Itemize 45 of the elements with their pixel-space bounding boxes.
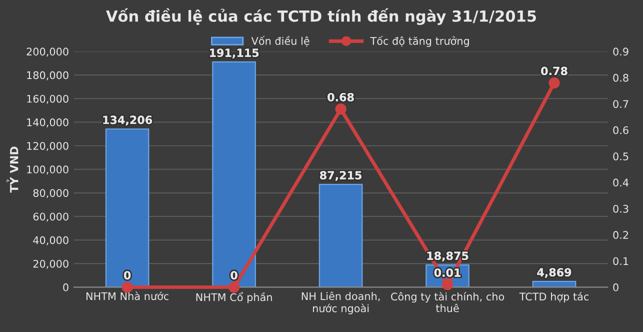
y-axis-title: TỶ VND	[6, 146, 18, 193]
y-tick-label: 80,000	[33, 189, 68, 198]
y2-tick-label: 0.1	[613, 257, 628, 266]
data-label: 87,215	[320, 171, 362, 181]
y-tick-label: 200,000	[26, 48, 68, 57]
y-tick-label: 120,000	[27, 142, 68, 151]
y-tick-label: 100,000	[27, 166, 68, 174]
point	[335, 104, 346, 115]
x-tick-label: TCTD hợp tác	[519, 292, 589, 303]
y2-tick-label: 0.6	[613, 126, 628, 134]
data-label: 4,869	[537, 268, 572, 278]
point	[228, 282, 240, 293]
bar	[318, 184, 363, 288]
bar	[105, 128, 150, 288]
y2-tick-label: 0.2	[613, 231, 628, 239]
y2-tick-label: 0.5	[613, 152, 628, 160]
y-tick-label: 20,000	[33, 260, 68, 269]
y-tick-label: 140,000	[27, 118, 68, 128]
y2-tick-label: 0.3	[613, 204, 628, 213]
y-tick-label: 160,000	[27, 94, 68, 104]
data-label: 0	[124, 271, 131, 280]
y2-tick-label: 0.9	[613, 48, 628, 56]
y-tick-label: 60,000	[33, 212, 68, 222]
point	[548, 77, 560, 88]
y2-tick-label: 0.7	[613, 100, 628, 108]
x-tick-label: NH Liên doanh, nước ngoài	[302, 292, 380, 314]
y-tick-label: 0	[63, 283, 68, 292]
data-label: 0	[230, 271, 238, 280]
y2-tick-label: 0.8	[613, 74, 628, 82]
data-label: 0.78	[541, 66, 568, 76]
x-tick-label: NHTM Cổ phần	[196, 292, 272, 304]
chart-title: Vốn điều lệ của các TCTD tính đến ngày 31/1/2015	[106, 8, 536, 25]
legend-label: Vốn điều lệ	[251, 36, 310, 47]
x-tick-label: Công ty tài chính, cho thuê	[391, 292, 504, 312]
data-label: 191,115	[210, 48, 259, 58]
y2-tick-label: 0	[613, 283, 618, 292]
y-tick-label: 40,000	[33, 236, 68, 246]
data-label: 0.68	[328, 92, 354, 102]
data-label: 134,206	[103, 116, 152, 126]
legend-label: Tốc độ tăng trưởng	[370, 36, 469, 47]
bar	[212, 61, 256, 288]
y2-tick-label: 0.4	[613, 178, 628, 187]
point	[442, 279, 454, 290]
x-tick-label: NHTM Nhà nước	[86, 292, 169, 300]
y-tick-label: 180,000	[27, 71, 68, 80]
